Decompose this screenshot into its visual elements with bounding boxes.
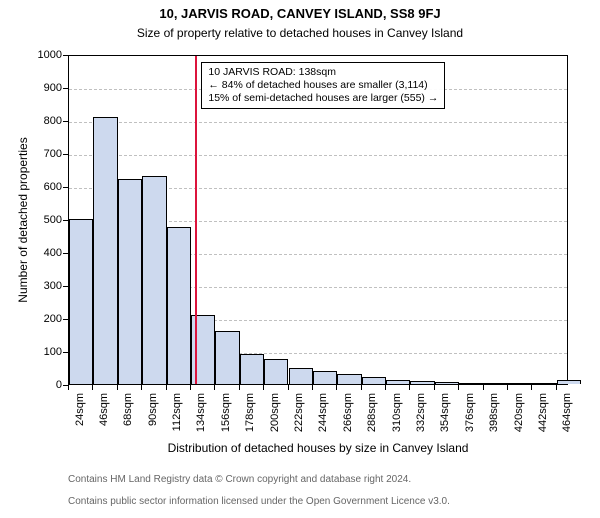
histogram-bar (167, 227, 191, 384)
x-tick-label: 156sqm (220, 393, 232, 443)
x-tick-label: 222sqm (293, 393, 305, 443)
chart-subtitle: Size of property relative to detached ho… (0, 26, 600, 40)
y-tick (63, 55, 68, 56)
histogram-bar (337, 374, 361, 384)
histogram-bar (142, 176, 166, 384)
y-tick-label: 700 (24, 148, 62, 160)
x-tick (92, 385, 93, 390)
marker-line (195, 56, 197, 384)
x-tick (166, 385, 167, 390)
x-tick (409, 385, 410, 390)
x-tick-label: 134sqm (195, 393, 207, 443)
x-tick-label: 244sqm (317, 393, 329, 443)
x-tick (117, 385, 118, 390)
y-tick-label: 1000 (24, 49, 62, 61)
x-tick (239, 385, 240, 390)
histogram-bar (557, 380, 581, 384)
x-tick-label: 332sqm (415, 393, 427, 443)
histogram-bar (215, 331, 239, 384)
x-tick (385, 385, 386, 390)
x-tick-label: 68sqm (122, 393, 134, 443)
histogram-bar (289, 368, 313, 385)
x-tick (434, 385, 435, 390)
chart-title: 10, JARVIS ROAD, CANVEY ISLAND, SS8 9FJ (0, 6, 600, 21)
histogram-bar (386, 380, 410, 384)
histogram-bar (118, 179, 142, 384)
gridline (69, 155, 567, 156)
x-tick-label: 288sqm (366, 393, 378, 443)
annotation-box: 10 JARVIS ROAD: 138sqm← 84% of detached … (201, 62, 445, 109)
y-tick (63, 253, 68, 254)
y-tick (63, 319, 68, 320)
x-tick-label: 46sqm (98, 393, 110, 443)
annotation-line: 10 JARVIS ROAD: 138sqm (208, 66, 438, 79)
histogram-bar (240, 354, 264, 384)
x-tick (361, 385, 362, 390)
x-tick-label: 398sqm (488, 393, 500, 443)
x-tick (507, 385, 508, 390)
x-tick (483, 385, 484, 390)
histogram-bar (362, 377, 386, 384)
y-tick-label: 500 (24, 214, 62, 226)
histogram-bar (435, 382, 459, 384)
x-axis-label: Distribution of detached houses by size … (68, 441, 568, 455)
y-tick-label: 100 (24, 346, 62, 358)
y-tick (63, 286, 68, 287)
footer-line-1: Contains HM Land Registry data © Crown c… (68, 474, 450, 485)
y-tick (63, 121, 68, 122)
x-tick (263, 385, 264, 390)
histogram-bar (93, 117, 117, 384)
x-tick-label: 266sqm (342, 393, 354, 443)
x-tick (288, 385, 289, 390)
y-tick-label: 300 (24, 280, 62, 292)
plot-area: 10 JARVIS ROAD: 138sqm← 84% of detached … (68, 55, 568, 385)
histogram-bar (69, 219, 93, 384)
histogram-bar (264, 359, 288, 384)
histogram-bar (484, 383, 508, 384)
y-tick-label: 600 (24, 181, 62, 193)
histogram-bar (508, 383, 532, 384)
y-tick-label: 0 (24, 379, 62, 391)
footer-attribution: Contains HM Land Registry data © Crown c… (68, 463, 450, 518)
histogram-bar (313, 371, 337, 384)
x-tick-label: 178sqm (244, 393, 256, 443)
y-tick-label: 900 (24, 82, 62, 94)
y-tick-label: 400 (24, 247, 62, 259)
gridline (69, 122, 567, 123)
y-tick (63, 88, 68, 89)
x-tick (336, 385, 337, 390)
x-tick-label: 420sqm (513, 393, 525, 443)
y-tick (63, 154, 68, 155)
y-tick (63, 220, 68, 221)
annotation-line: 15% of semi-detached houses are larger (… (208, 92, 438, 105)
x-tick-label: 354sqm (439, 393, 451, 443)
x-tick-label: 200sqm (269, 393, 281, 443)
x-tick (68, 385, 69, 390)
histogram-bar (410, 381, 434, 384)
x-tick-label: 442sqm (537, 393, 549, 443)
footer-line-2: Contains public sector information licen… (68, 496, 450, 507)
x-tick (141, 385, 142, 390)
y-tick (63, 187, 68, 188)
x-tick-label: 112sqm (171, 393, 183, 443)
x-tick (190, 385, 191, 390)
x-tick (556, 385, 557, 390)
y-tick-label: 800 (24, 115, 62, 127)
x-tick-label: 310sqm (391, 393, 403, 443)
x-tick-label: 90sqm (147, 393, 159, 443)
x-tick (458, 385, 459, 390)
y-tick (63, 352, 68, 353)
histogram-bar (459, 383, 483, 384)
annotation-line: ← 84% of detached houses are smaller (3,… (208, 79, 438, 92)
x-tick-label: 24sqm (74, 393, 86, 443)
x-tick-label: 376sqm (464, 393, 476, 443)
x-tick-label: 464sqm (561, 393, 573, 443)
x-tick (312, 385, 313, 390)
y-tick-label: 200 (24, 313, 62, 325)
x-tick (531, 385, 532, 390)
x-tick (214, 385, 215, 390)
histogram-bar (532, 383, 556, 384)
